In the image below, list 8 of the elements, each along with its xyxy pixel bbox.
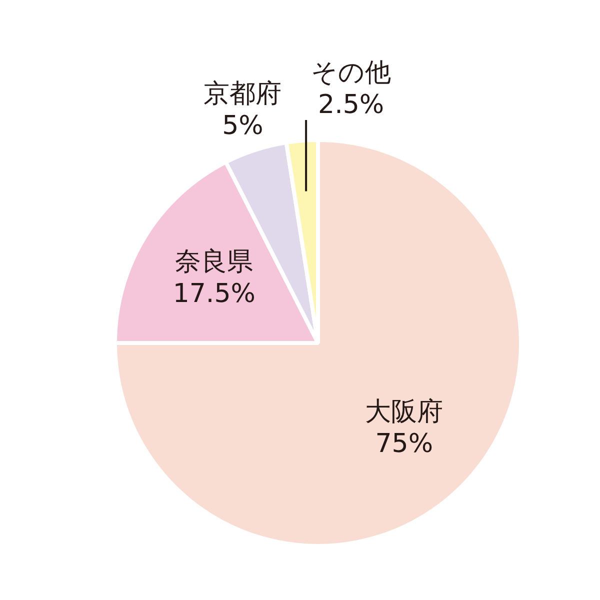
data-label: 5% bbox=[222, 111, 264, 142]
data-label: 75% bbox=[375, 428, 434, 459]
data-label: 17.5% bbox=[172, 279, 256, 310]
slice-label: その他 bbox=[311, 58, 392, 88]
slice-label: 大阪府 bbox=[365, 396, 444, 427]
slice-label: 奈良県 bbox=[175, 247, 254, 278]
data-label: 2.5% bbox=[318, 90, 384, 120]
slice-label: 京都府 bbox=[204, 79, 282, 110]
